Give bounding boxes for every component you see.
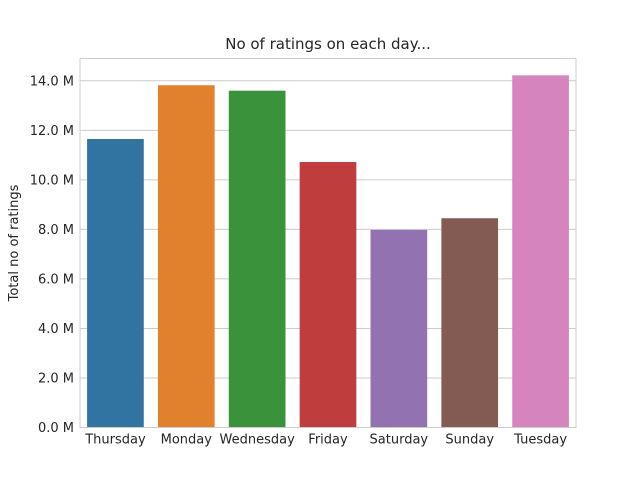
bar-wednesday [228,90,286,428]
y-tick-label: 4.0 M [38,322,74,337]
chart-title: No of ratings on each day... [225,35,431,53]
bar-thursday [87,138,144,428]
bar-monday [157,85,215,428]
y-axis-label: Total no of ratings [7,184,22,302]
bars [87,75,569,428]
y-tick-label: 8.0 M [38,223,74,238]
y-tick-label: 12.0 M [30,124,74,139]
y-tick-labels: 0.0 M 2.0 M 4.0 M 6.0 M 8.0 M 10.0 M 12.0 M 14.… [30,74,74,436]
bar-tuesday [512,75,569,428]
x-tick-label: Saturday [370,433,429,448]
bar-saturday [370,229,428,428]
x-tick-label: Monday [161,433,213,448]
y-tick-label: 2.0 M [38,371,74,386]
x-tick-label: Thursday [84,433,146,448]
x-tick-label: Sunday [445,433,494,448]
y-tick-label: 6.0 M [38,272,74,287]
x-tick-label: Friday [308,433,348,448]
y-tick-label: 10.0 M [30,173,74,188]
y-tick-label: 0.0 M [38,421,74,436]
bar-friday [299,162,357,428]
x-tick-label: Wednesday [220,433,296,448]
x-tick-labels: Thursday Monday Wednesday Friday Saturday Sun… [84,433,567,448]
x-tick-label: Tuesday [513,433,567,448]
bar-sunday [441,218,499,428]
y-tick-label: 14.0 M [30,74,74,89]
plot-frame [79,58,577,428]
